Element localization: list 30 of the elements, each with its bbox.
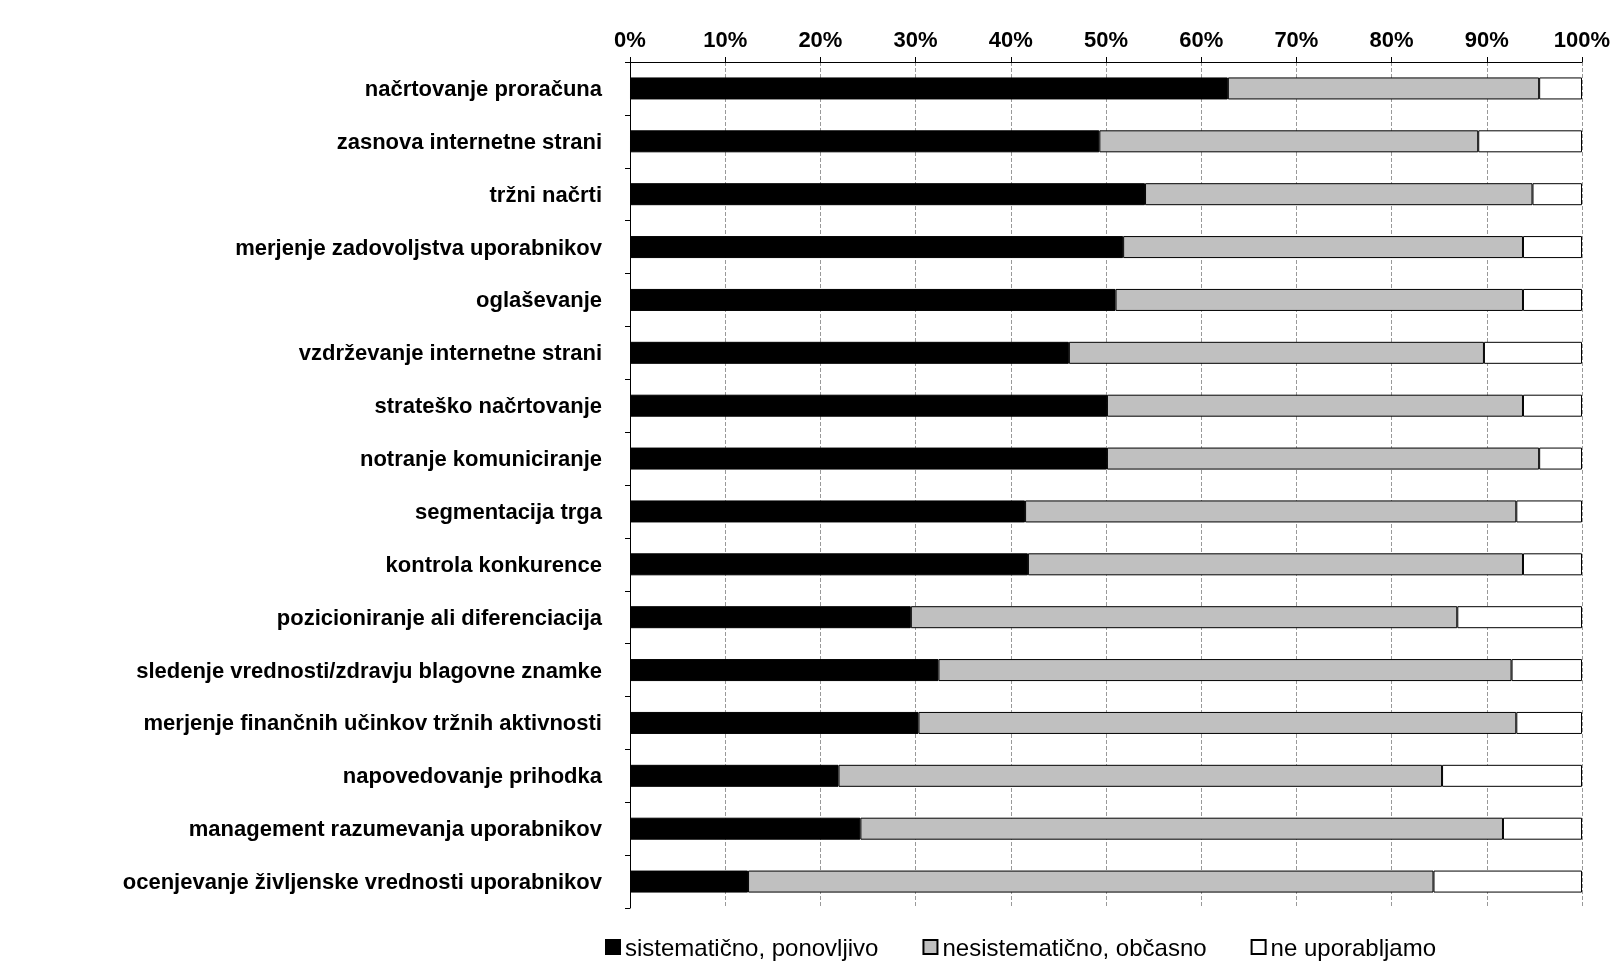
- y-tick-label: oglaševanje: [476, 287, 602, 313]
- y-tick-label: strateško načrtovanje: [374, 393, 602, 419]
- y-tick-label: segmentacija trga: [414, 498, 603, 524]
- y-tick-label: sledenje vrednosti/zdravju blagovne znamke: [136, 657, 602, 683]
- legend-label: sistematično, ponovljivo: [625, 933, 879, 961]
- legend-label: nesistematično, občasno: [942, 933, 1207, 961]
- x-tick-label: 70%: [1274, 26, 1319, 52]
- legend-label: ne uporabljamo: [1270, 933, 1437, 961]
- x-tick-label: 60%: [1179, 26, 1224, 52]
- y-tick-label: pozicioniranje ali diferenciacija: [276, 604, 603, 630]
- x-tick-label: 80%: [1369, 26, 1414, 52]
- y-tick-label: ocenjevanje življenske vrednosti uporabnikov: [122, 869, 603, 895]
- x-tick-label: 100%: [1553, 26, 1611, 52]
- x-tick-label: 50%: [1083, 26, 1129, 52]
- x-tick-label: 30%: [893, 26, 938, 52]
- y-tick-label: notranje komuniciranje: [359, 446, 602, 472]
- y-tick-label: vzdrževanje internetne strani: [298, 340, 602, 366]
- y-tick-label: tržni načrti: [489, 181, 602, 207]
- y-tick-label: napovedovanje prihodka: [342, 763, 603, 789]
- x-tick-label: 20%: [798, 26, 843, 52]
- y-tick-label: kontrola konkurence: [385, 551, 602, 577]
- x-tick-label: 40%: [988, 26, 1033, 52]
- y-tick-label: management razumevanja uporabnikov: [188, 816, 603, 842]
- x-tick-label: 10%: [703, 26, 748, 52]
- y-tick-label: merjenje finančnih učinkov tržnih aktivnosti: [143, 710, 602, 736]
- x-tick-label: 0%: [614, 26, 646, 52]
- y-tick-label: merjenje zadovoljstva uporabnikov: [235, 234, 603, 260]
- y-tick-label: zasnova internetne strani: [336, 128, 602, 154]
- y-tick-label: načrtovanje proračuna: [364, 75, 603, 101]
- x-tick-label: 90%: [1464, 26, 1509, 52]
